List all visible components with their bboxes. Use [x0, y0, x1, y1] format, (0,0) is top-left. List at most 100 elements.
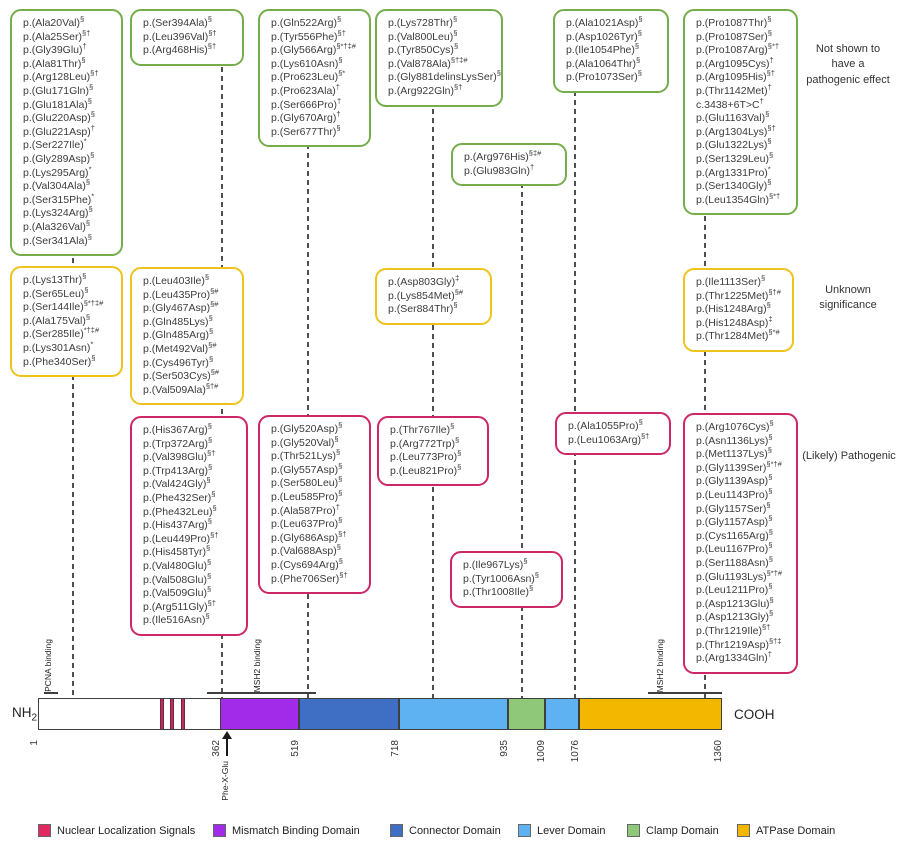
variant-label: p.(Glu1193Lys)§*†# [696, 568, 783, 583]
connector-dashed-line [72, 60, 74, 698]
legend-label: Mismatch Binding Domain [232, 824, 360, 837]
variant-label: p.(Glu171Gln)§ [23, 82, 94, 97]
variant-label: p.(Ala587Pro)† [271, 502, 340, 517]
variant-label: p.(Phe432Leu)§ [143, 503, 217, 518]
variant-label: p.(Leu773Pro)§ [390, 448, 462, 464]
variant-label: p.(Asp803Gly)‡ [388, 273, 460, 288]
variant-label: p.(Val304Ala)§ [23, 177, 91, 193]
msh2-binding-bracket-right [648, 692, 722, 695]
variant-label: p.(Trp413Arg)§ [143, 462, 213, 477]
variant-label: p.(Arg1095Cys)† [696, 55, 774, 70]
variant-label: p.(Cys694Arg)§ [271, 556, 343, 571]
variant-label: p.(Gly686Asp)§† [271, 529, 347, 544]
legend-item-atpase: ATPase Domain [737, 824, 835, 837]
variant-label: p.(Arg772Trp)§ [390, 435, 460, 450]
variant-label: p.(Glu221Asp)† [23, 123, 95, 138]
variant-box-unknown-4: p.(Ile1113Ser)§ p.(Thr1225Met)§†# p.(His12… [683, 268, 794, 352]
variant-label: p.(Leu821Pro)§ [390, 462, 462, 477]
variant-label: p.(Pro623Ala)† [271, 82, 340, 97]
variant-label: p.(Val509Glu)§ [143, 584, 212, 600]
variant-label: p.(Thr1219Ile)§† [696, 622, 771, 637]
variant-label: p.(Leu396Val)§† [143, 28, 217, 43]
variant-label: p.(Ser1188Asn)§ [696, 554, 773, 569]
variant-label: p.(Lys13Thr)§ [23, 271, 87, 286]
variant-label: p.(Thr1008Ile)§ [463, 583, 534, 599]
variant-label: p.(Asp1213Glu)§ [696, 595, 774, 610]
axis-tick: 1009 [536, 740, 548, 763]
variant-label: p.(His1248Asp)‡ [696, 314, 773, 329]
variant-label: p.(Lys324Arg)§ [23, 204, 93, 220]
variant-label: p.(Gly557Asp)§ [271, 461, 343, 476]
variant-label: p.(Ser227Ile)* [23, 136, 87, 152]
connector-swatch [390, 824, 403, 837]
variant-box-pathogenic-4: p.(Ile967Lys)§ p.(Tyr1006Asn)§ p.(Thr1008I… [450, 551, 563, 608]
variant-label: p.(Arg1304Lys)§† [696, 123, 776, 138]
variant-label: p.(Phe340Ser)§ [23, 353, 96, 368]
variant-label: p.(Cys1165Arg)§ [696, 527, 773, 542]
variant-box-benign-7: p.(Pro1087Thr)§ p.(Pro1087Ser)§ p.(Pro1087… [683, 9, 798, 216]
variant-label: p.(Arg1095His)§† [696, 68, 775, 84]
pcna-binding-bracket [44, 692, 58, 695]
connector-dashed-line [521, 165, 523, 698]
protein-bar [38, 698, 722, 730]
variant-box-benign-4: p.(Lys728Thr)§ p.(Val800Leu)§ p.(Tyr850Cys… [375, 9, 503, 107]
variant-box-pathogenic-2: p.(Gly520Asp)§ p.(Gly520Val)§ p.(Thr521Lys… [258, 415, 371, 595]
category-label-benign: Not shown to have a pathogenic effect [806, 43, 890, 86]
variant-label: p.(Ser580Leu)§ [271, 474, 343, 490]
variant-label: p.(Arg1331Pro)* [696, 164, 771, 179]
variant-label: p.(Glu181Ala)§ [23, 96, 92, 111]
axis-tick: 1360 [713, 740, 724, 763]
atpase-swatch [737, 824, 750, 837]
legend-item-connector: Connector Domain [390, 824, 501, 837]
variant-label: p.(Ser65Leu)§ [23, 285, 89, 300]
variant-label: p.(Phe706Ser)§† [271, 570, 348, 585]
variant-box-unknown-1: p.(Lys13Thr)§ p.(Ser65Leu)§ p.(Ser144Ile)§… [10, 266, 123, 378]
variant-label: p.(Thr767Ile)§ [390, 421, 455, 436]
cooh-terminal-label: COOH [734, 707, 775, 722]
variant-label: p.(Thr1225Met)§†# [696, 287, 781, 302]
variant-label: p.(Glu983Gln)† [464, 162, 535, 177]
variant-label: p.(Ala175Val)§ [23, 312, 91, 327]
domain-segment-connector-domain [298, 698, 399, 730]
domain-segment-lever-domain [545, 698, 580, 730]
variant-label: p.(Leu637Pro)§ [271, 515, 343, 531]
variant-box-benign-3: p.(Gln522Arg)§ p.(Tyr556Phe)§† p.(Gly566Ar… [258, 9, 371, 148]
variant-label: p.(Ser677Thr)§ [271, 123, 341, 138]
variant-box-unknown-2: p.(Leu403Ile)§ p.(Leu435Pro)§# p.(Gly467As… [130, 267, 244, 406]
variant-label: p.(Ala1055Pro)§ [568, 417, 643, 432]
variant-label: p.(Arg511Gly)§† [143, 598, 216, 613]
variant-label: p.(Val878Ala)§†‡# [388, 55, 468, 70]
variant-label: p.(Ser503Cys)§# [143, 367, 220, 383]
variant-label: p.(Lys854Met)§# [388, 287, 464, 302]
variant-label: p.(Ala81Thr)§ [23, 55, 86, 70]
variant-label: p.(Ile967Lys)§ [463, 556, 528, 571]
variant-label: p.(Cys496Tyr)§ [143, 354, 214, 369]
variant-label: p.(Thr1219Asp)§†‡ [696, 636, 782, 651]
variant-label: p.(Ile1054Phe)§ [566, 41, 640, 57]
variant-label: p.(Gly467Asp)§# [143, 299, 219, 315]
variant-label: p.(Thr1142Met)† [696, 82, 772, 97]
variant-label: p.(Lys301Asn)* [23, 339, 94, 354]
domain-segment-lever-domain [398, 698, 509, 730]
legend-label: Clamp Domain [646, 824, 719, 837]
nh2-terminal-label: NH2 [12, 705, 38, 724]
variant-label: p.(Ala20Val)§ [23, 14, 85, 29]
category-label-unknown: Unknown significance [819, 284, 877, 312]
variant-box-benign-6: p.(Ala1021Asp)§ p.(Asp1026Tyr)§ p.(Ile1054… [553, 9, 669, 93]
variant-label: p.(Tyr1006Asn)§ [463, 570, 539, 585]
variant-label: p.(Trp372Arg)§ [143, 435, 213, 450]
variant-label: p.(Leu403Ile)§ [143, 272, 210, 287]
variant-label: p.(Pro1087Thr)§ [696, 14, 772, 29]
variant-label: p.(Pro1087Arg)§*† [696, 41, 780, 57]
variant-label: p.(Val800Leu)§ [388, 28, 458, 43]
variant-label: p.(Gly39Glu)† [23, 41, 87, 57]
variant-label: p.(Ala326Val)§ [23, 218, 91, 233]
variant-label: p.(Val398Glu)§† [143, 448, 216, 464]
axis-tick: 718 [389, 740, 401, 757]
axis-tick: 1076 [570, 740, 582, 763]
variant-label: p.(Ser394Ala)§ [143, 14, 212, 29]
variant-label: p.(Ile1113Ser)§ [696, 273, 766, 288]
axis-tick: 362 [210, 740, 222, 757]
variant-label: p.(Asp1213Gly)§ [696, 608, 774, 624]
variant-label: p.(Val509Ala)§†# [143, 381, 219, 396]
